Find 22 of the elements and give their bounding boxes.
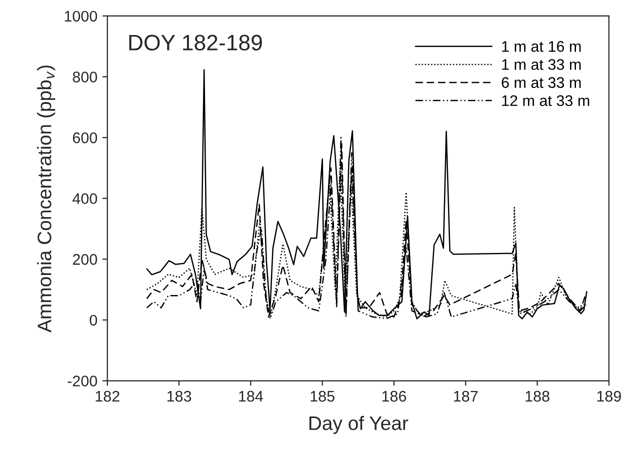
x-tick-label: 185: [310, 390, 334, 402]
x-axis-title: Day of Year: [309, 416, 408, 434]
y-tick-label: 400: [72, 193, 98, 204]
x-tick-label: 182: [96, 390, 120, 402]
y-tick-label: -200: [68, 376, 98, 386]
y-tick-label: 0: [90, 314, 98, 326]
y-tick-label: 600: [72, 132, 98, 144]
y-tick-label: 800: [72, 72, 98, 82]
y-tick-label: 200: [72, 254, 98, 265]
x-tick-label: 184: [239, 390, 263, 402]
y-axis-title: Ammonia Concentration (ppb$_{v}$): [37, 66, 56, 332]
legend-label: 6 m at 33 m: [502, 77, 581, 88]
legend-label: 1 m at 33 m: [502, 59, 581, 70]
x-tick-label: 183: [167, 390, 192, 402]
x-tick-label: 187: [454, 390, 478, 402]
x-tick-label: 189: [597, 390, 621, 402]
legend-label: 1 m at 16 m: [502, 41, 581, 52]
y-tick-label: 1000: [64, 10, 98, 22]
x-tick-label: 186: [382, 390, 406, 402]
x-tick-label: 188: [526, 390, 550, 402]
annotation: DOY 182-189: [129, 34, 262, 51]
legend-label: 12 m at 33 m: [502, 95, 590, 106]
